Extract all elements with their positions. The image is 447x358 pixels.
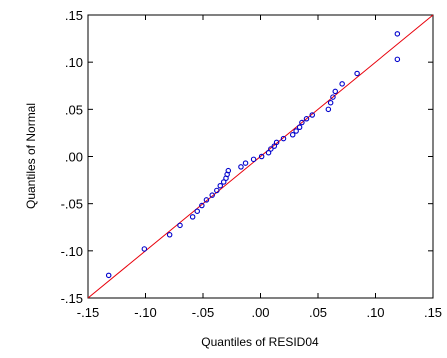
y-tick-label: -.10 (61, 244, 83, 259)
x-tick-label: .00 (251, 305, 269, 320)
x-axis-tick-labels: -.15 -.10 -.05 .00 .05 .10 .15 (77, 305, 442, 320)
x-tick-label: -.15 (77, 305, 99, 320)
data-point (394, 31, 401, 37)
y-tick-label: .05 (65, 102, 83, 117)
data-point (296, 124, 303, 131)
data-point (242, 160, 249, 166)
data-point (273, 139, 280, 146)
data-points (105, 31, 401, 279)
data-point (309, 112, 315, 118)
y-tick-label: .00 (65, 150, 83, 165)
data-point (199, 202, 205, 209)
data-point (265, 149, 272, 156)
x-axis-title: Quantiles of RESID04 (201, 335, 319, 349)
data-point (332, 88, 338, 95)
data-point (280, 135, 287, 142)
y-tick-label: -.05 (61, 197, 83, 212)
y-axis-ticks (88, 14, 433, 299)
data-point (293, 128, 299, 134)
data-point (105, 272, 112, 279)
data-point (327, 99, 334, 106)
data-point (217, 182, 224, 189)
x-tick-label: .10 (366, 305, 384, 320)
data-point (289, 132, 296, 138)
data-point (220, 179, 227, 185)
data-point (141, 246, 148, 252)
data-point (339, 81, 345, 87)
data-point (177, 222, 183, 229)
x-tick-label: .05 (309, 305, 327, 320)
data-point (354, 70, 360, 77)
y-axis-title: Quantiles of Normal (24, 103, 38, 209)
data-point (214, 187, 220, 194)
data-point (394, 56, 401, 63)
data-point (194, 208, 201, 214)
data-point (238, 164, 244, 170)
data-point (268, 146, 274, 152)
y-tick-label: .15 (65, 8, 83, 23)
data-point (325, 106, 332, 113)
y-tick-label: -.15 (61, 291, 83, 306)
x-tick-label: -.05 (192, 305, 214, 320)
x-axis-ticks (87, 15, 434, 298)
data-point (209, 192, 215, 198)
data-point (303, 116, 310, 122)
data-point (250, 156, 257, 163)
data-point (271, 143, 278, 149)
x-tick-label: -.10 (134, 305, 156, 320)
data-point (203, 197, 210, 203)
data-point (330, 94, 336, 100)
data-point (166, 232, 173, 238)
data-point (189, 214, 196, 220)
x-tick-label: .15 (424, 305, 442, 320)
data-point (299, 119, 305, 126)
data-point (258, 153, 265, 160)
y-tick-label: .10 (65, 55, 83, 70)
y-axis-tick-labels: .15 .10 .05 .00 -.05 -.10 -.15 (61, 8, 83, 306)
data-point (225, 167, 232, 174)
